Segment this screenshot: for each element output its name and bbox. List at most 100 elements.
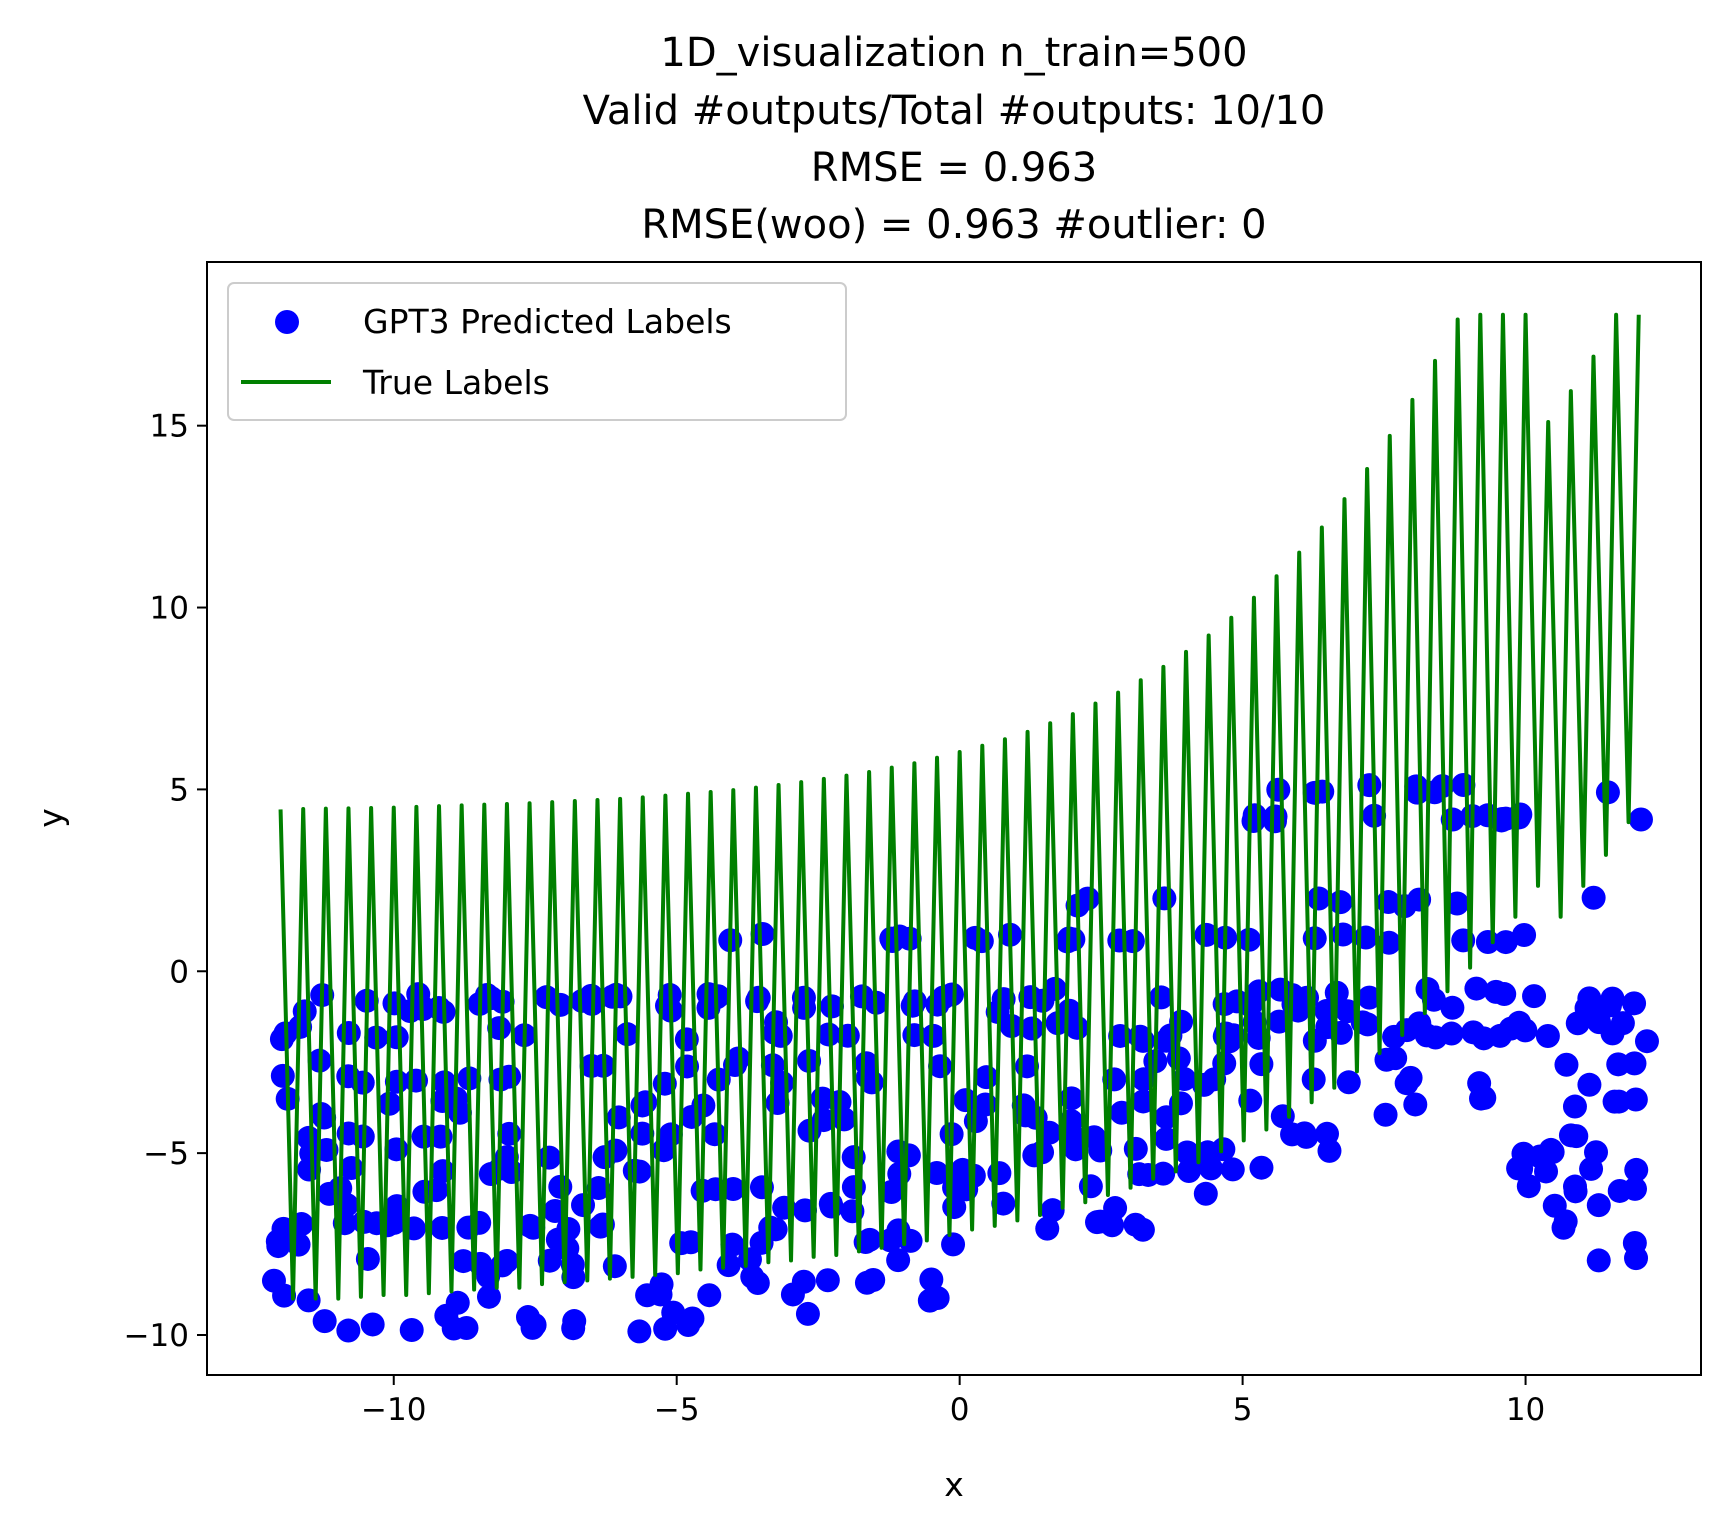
- chart-title: 1D_visualization n_train=500 Valid #outpu…: [583, 30, 1326, 248]
- predicted-point: [1328, 890, 1353, 915]
- predicted-point: [795, 1301, 820, 1326]
- predicted-point: [561, 1316, 586, 1341]
- predicted-point: [1120, 929, 1145, 954]
- predicted-point: [1439, 1021, 1464, 1046]
- predicted-point: [963, 925, 988, 950]
- predicted-point: [454, 1316, 479, 1341]
- predicted-point: [953, 1088, 978, 1113]
- predicted-point: [360, 1312, 385, 1337]
- predicted-point: [1551, 1215, 1576, 1240]
- predicted-point: [1440, 995, 1465, 1020]
- legend-box: [227, 282, 847, 421]
- chart-title-line: 1D_visualization n_train=500: [660, 30, 1247, 76]
- predicted-point: [1065, 1015, 1090, 1040]
- predicted-point: [445, 1290, 470, 1315]
- predicted-point: [1103, 1196, 1128, 1221]
- predicted-point: [1522, 984, 1547, 1009]
- predicted-point: [1249, 1155, 1274, 1180]
- y-axis-ticks: −10 −5 0 5 10 15: [124, 409, 207, 1354]
- predicted-point: [494, 1249, 519, 1274]
- predicted-point: [561, 1265, 586, 1290]
- predicted-point: [1421, 987, 1446, 1012]
- predicted-point: [917, 1288, 942, 1313]
- y-axis-label: y: [31, 808, 70, 828]
- predicted-point: [261, 1268, 286, 1293]
- predicted-point: [1154, 1126, 1179, 1151]
- y-tick-label: −10: [124, 1318, 189, 1354]
- true-labels-polyline: [278, 312, 1641, 1301]
- predicted-point: [1622, 1051, 1647, 1076]
- predicted-point: [1624, 1157, 1649, 1182]
- predicted-point: [1194, 922, 1219, 947]
- predicted-point: [336, 1318, 361, 1343]
- predicted-point: [1628, 807, 1653, 832]
- predicted-point: [1174, 1140, 1199, 1165]
- predicted-point: [1622, 1176, 1647, 1201]
- predicted-point: [815, 1268, 840, 1293]
- predicted-point: [336, 1021, 361, 1046]
- y-tick-label: 0: [169, 954, 189, 990]
- predicted-point: [1040, 1198, 1065, 1223]
- x-tick-label: −10: [361, 1392, 426, 1428]
- x-axis-label: x: [944, 1465, 964, 1504]
- predicted-point: [1019, 1016, 1044, 1041]
- predicted-point: [1035, 1216, 1060, 1241]
- predicted-point: [1266, 777, 1291, 802]
- predicted-point: [603, 1138, 628, 1163]
- predicted-point: [919, 1267, 944, 1292]
- predicted-point: [648, 1282, 673, 1307]
- predicted-point: [1306, 886, 1331, 911]
- predicted-point: [608, 984, 633, 1009]
- predicted-point: [1249, 1052, 1274, 1077]
- predicted-point: [658, 1122, 683, 1147]
- true-labels-line: [278, 312, 1641, 1301]
- predicted-point: [1075, 886, 1100, 911]
- predicted-point: [832, 1107, 857, 1132]
- predicted-point: [886, 1248, 911, 1273]
- predicted-point: [716, 1253, 741, 1278]
- predicted-point: [1062, 1125, 1087, 1150]
- predicted-point: [669, 1231, 694, 1256]
- chart-title-line: RMSE(woo) = 0.963 #outlier: 0: [641, 202, 1266, 248]
- predicted-point: [1315, 1121, 1340, 1146]
- predicted-point: [1078, 1174, 1103, 1199]
- predicted-point: [1562, 1094, 1587, 1119]
- predicted-point: [1584, 1140, 1609, 1165]
- predicted-point: [1013, 1103, 1038, 1128]
- predicted-point: [1492, 982, 1517, 1007]
- predicted-point: [1241, 809, 1266, 834]
- y-tick-label: 15: [150, 409, 189, 445]
- legend-label-predicted: GPT3 Predicted Labels: [363, 302, 732, 341]
- predicted-point: [1634, 1029, 1659, 1054]
- predicted-point: [1610, 1011, 1635, 1036]
- predicted-point: [1586, 1193, 1611, 1218]
- predicted-point: [879, 1180, 904, 1205]
- predicted-point: [586, 1176, 611, 1201]
- predicted-point: [1513, 1018, 1538, 1043]
- predicted-point: [1464, 976, 1489, 1001]
- predicted-point: [1512, 922, 1537, 947]
- predicted-point: [1540, 1140, 1565, 1165]
- predicted-point: [720, 1232, 745, 1257]
- predicted-point: [1623, 1087, 1648, 1112]
- predicted-point: [1292, 1121, 1317, 1146]
- predicted-point: [740, 1264, 765, 1289]
- predicted-point: [939, 982, 964, 1007]
- legend-marker-predicted: [275, 310, 299, 334]
- predicted-point: [476, 1284, 501, 1309]
- y-tick-label: 5: [169, 772, 189, 808]
- predicted-point: [1336, 1070, 1361, 1095]
- predicted-point: [1373, 1102, 1398, 1127]
- predicted-point: [1123, 1212, 1148, 1237]
- predicted-point: [548, 992, 573, 1017]
- predicted-point: [1562, 1174, 1587, 1199]
- x-tick-label: 10: [1506, 1392, 1545, 1428]
- predicted-point: [974, 1065, 999, 1090]
- plot-area-frame: [206, 261, 1702, 1376]
- predicted-point: [721, 1177, 746, 1202]
- predicted-point: [1586, 1248, 1611, 1273]
- predicted-point: [1199, 1156, 1224, 1181]
- predicted-point: [1176, 1159, 1201, 1184]
- predicted-point: [1577, 1072, 1602, 1097]
- legend-label-true: True Labels: [362, 363, 550, 402]
